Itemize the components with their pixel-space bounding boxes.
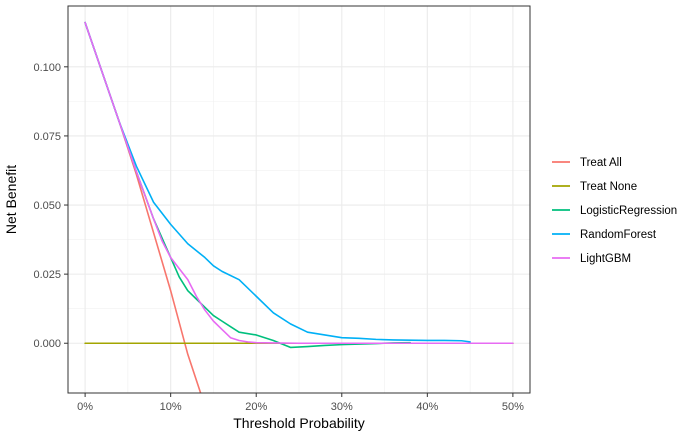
y-tick-label: 0.025 (33, 269, 61, 281)
legend-label-randomforest: RandomForest (580, 229, 657, 241)
legend-label-treat-none: Treat None (580, 181, 637, 193)
x-axis-title: Threshold Probability (233, 415, 365, 431)
y-tick-label: 0.050 (33, 200, 61, 212)
legend-label-lightgbm: LightGBM (580, 253, 631, 265)
plot-panel-border (67, 5, 531, 394)
x-tick-label: 40% (416, 401, 438, 413)
x-tick-label: 30% (331, 401, 353, 413)
y-tick-label: 0.000 (33, 338, 61, 350)
y-axis-title: Net Benefit (3, 165, 19, 234)
legend: Treat All Treat None LogisticRegression Ran… (552, 157, 677, 265)
series-line-randomforest (84, 21, 471, 343)
series-line-lightgbm (84, 21, 514, 345)
x-tick-label: 10% (160, 401, 182, 413)
x-tick-label: 50% (502, 401, 524, 413)
x-tick-label: 20% (245, 401, 267, 413)
y-tick-label: 0.100 (33, 62, 61, 74)
legend-label-logisticregression: LogisticRegression (580, 205, 677, 217)
x-tick-label: 0% (77, 401, 93, 413)
legend-label-treat-all: Treat All (580, 157, 622, 169)
y-axis: 0.000 0.025 0.050 0.075 0.100 (33, 62, 68, 350)
x-axis: 0% 10% 20% 30% 40% 50% (77, 393, 524, 413)
grid-lines (68, 6, 530, 393)
series-lines (84, 21, 514, 393)
y-tick-label: 0.075 (33, 131, 61, 143)
